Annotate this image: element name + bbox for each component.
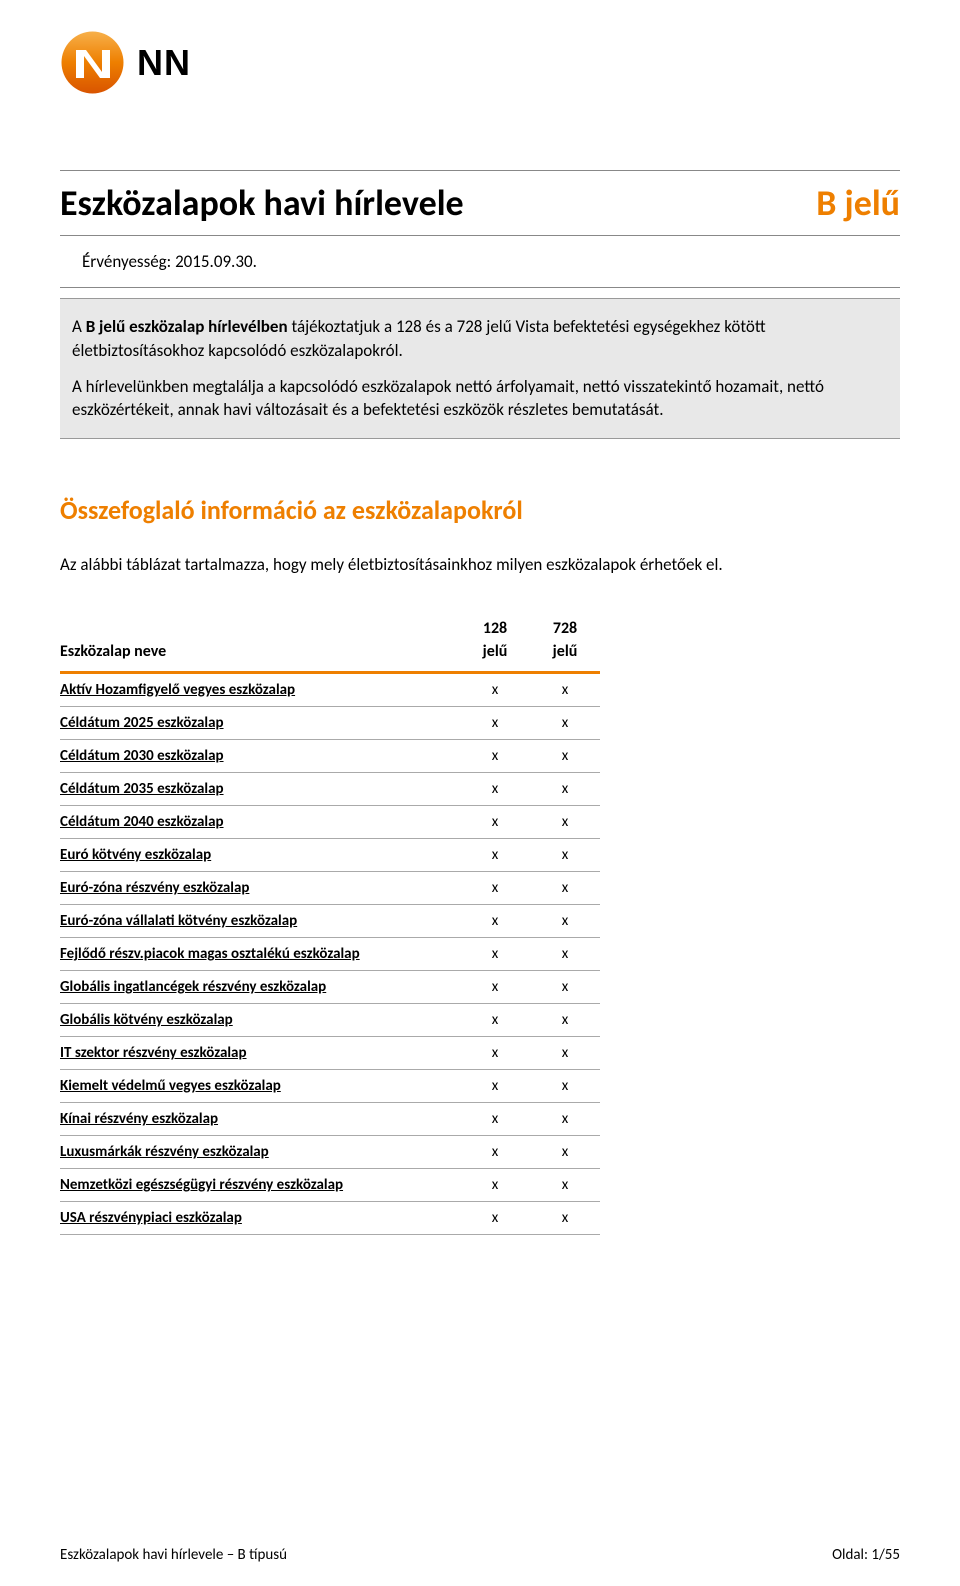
section-subtitle: Az alábbi táblázat tartalmazza, hogy mel… <box>60 554 900 575</box>
table-row: Céldátum 2030 eszközalapxx <box>60 740 600 773</box>
table-row: IT szektor részvény eszközalapxx <box>60 1037 600 1070</box>
table-row: Luxusmárkák részvény eszközalapxx <box>60 1136 600 1169</box>
fund-mark-728: x <box>530 905 600 938</box>
fund-mark-728: x <box>530 971 600 1004</box>
table-row: Fejlődő részv.piacok magas osztalékú esz… <box>60 938 600 971</box>
fund-mark-728: x <box>530 1103 600 1136</box>
table-row: Euró-zóna vállalati kötvény eszközalapxx <box>60 905 600 938</box>
fund-name-link[interactable]: Kínai részvény eszközalap <box>60 1103 460 1136</box>
table-row: Kiemelt védelmű vegyes eszközalapxx <box>60 1070 600 1103</box>
logo-text: NN <box>137 42 191 84</box>
table-row: Globális ingatlancégek részvény eszközal… <box>60 971 600 1004</box>
fund-mark-128: x <box>460 938 530 971</box>
fund-mark-728: x <box>530 872 600 905</box>
fund-name-link[interactable]: Globális ingatlancégek részvény eszközal… <box>60 971 460 1004</box>
table-row: Globális kötvény eszközalapxx <box>60 1004 600 1037</box>
logo: NN <box>60 30 900 95</box>
page-footer: Eszközalapok havi hírlevele – B típusú O… <box>60 1546 900 1564</box>
col-header-name-blank <box>60 613 460 640</box>
fund-mark-128: x <box>460 1202 530 1235</box>
fund-mark-728: x <box>530 1202 600 1235</box>
info-paragraph-1: A B jelű eszközalap hírlevélben tájékozt… <box>72 315 888 363</box>
fund-name-link[interactable]: Kiemelt védelmű vegyes eszközalap <box>60 1070 460 1103</box>
fund-mark-128: x <box>460 806 530 839</box>
col-header-128-bot: jelű <box>460 640 530 671</box>
fund-name-link[interactable]: Euró-zóna részvény eszközalap <box>60 872 460 905</box>
fund-mark-128: x <box>460 1136 530 1169</box>
fund-mark-128: x <box>460 1103 530 1136</box>
fund-mark-728: x <box>530 773 600 806</box>
fund-mark-728: x <box>530 1136 600 1169</box>
fund-name-link[interactable]: Céldátum 2030 eszközalap <box>60 740 460 773</box>
fund-name-link[interactable]: Globális kötvény eszközalap <box>60 1004 460 1037</box>
fund-mark-728: x <box>530 1004 600 1037</box>
fund-mark-728: x <box>530 806 600 839</box>
table-row: Nemzetközi egészségügyi részvény eszköza… <box>60 1169 600 1202</box>
table-row: Céldátum 2025 eszközalapxx <box>60 707 600 740</box>
table-row: Céldátum 2040 eszközalapxx <box>60 806 600 839</box>
fund-mark-128: x <box>460 1070 530 1103</box>
fund-name-link[interactable]: Fejlődő részv.piacok magas osztalékú esz… <box>60 938 460 971</box>
footer-right: Oldal: 1/55 <box>832 1546 900 1564</box>
fund-table: 128 728 Eszközalap neve jelű jelű Aktív … <box>60 613 600 1235</box>
section-title: Összefoglaló információ az eszközalapokr… <box>60 494 900 526</box>
table-row: Euró-zóna részvény eszközalapxx <box>60 872 600 905</box>
fund-mark-728: x <box>530 740 600 773</box>
fund-mark-728: x <box>530 673 600 707</box>
fund-mark-728: x <box>530 839 600 872</box>
fund-mark-728: x <box>530 1169 600 1202</box>
fund-name-link[interactable]: Euró-zóna vállalati kötvény eszközalap <box>60 905 460 938</box>
fund-mark-728: x <box>530 938 600 971</box>
fund-name-link[interactable]: Céldátum 2035 eszközalap <box>60 773 460 806</box>
fund-mark-728: x <box>530 707 600 740</box>
fund-name-link[interactable]: Aktív Hozamfigyelő vegyes eszközalap <box>60 673 460 707</box>
table-row: Aktív Hozamfigyelő vegyes eszközalapxx <box>60 673 600 707</box>
fund-mark-128: x <box>460 905 530 938</box>
fund-name-link[interactable]: Luxusmárkák részvény eszközalap <box>60 1136 460 1169</box>
fund-name-link[interactable]: Nemzetközi egészségügyi részvény eszköza… <box>60 1169 460 1202</box>
validity-line: Érvényesség: 2015.09.30. <box>60 236 900 288</box>
fund-mark-128: x <box>460 839 530 872</box>
fund-mark-128: x <box>460 773 530 806</box>
col-header-728-bot: jelű <box>530 640 600 671</box>
col-header-128-top: 128 <box>460 613 530 640</box>
fund-mark-128: x <box>460 673 530 707</box>
fund-mark-128: x <box>460 740 530 773</box>
footer-left: Eszközalapok havi hírlevele – B típusú <box>60 1546 287 1564</box>
fund-mark-728: x <box>530 1070 600 1103</box>
fund-name-link[interactable]: USA részvénypiaci eszközalap <box>60 1202 460 1235</box>
table-row: Céldátum 2035 eszközalapxx <box>60 773 600 806</box>
info-box: A B jelű eszközalap hírlevélben tájékozt… <box>60 298 900 439</box>
title-badge: B jelű <box>816 181 900 225</box>
info-paragraph-2: A hírlevelünkben megtalálja a kapcsolódó… <box>72 375 888 423</box>
fund-mark-128: x <box>460 1169 530 1202</box>
fund-name-link[interactable]: IT szektor részvény eszközalap <box>60 1037 460 1070</box>
col-header-name: Eszközalap neve <box>60 640 460 671</box>
title-row: Eszközalapok havi hírlevele B jelű <box>60 170 900 236</box>
fund-name-link[interactable]: Euró kötvény eszközalap <box>60 839 460 872</box>
fund-mark-128: x <box>460 971 530 1004</box>
fund-mark-128: x <box>460 1004 530 1037</box>
table-row: Kínai részvény eszközalapxx <box>60 1103 600 1136</box>
logo-mark-icon <box>60 30 125 95</box>
page-title: Eszközalapok havi hírlevele <box>60 181 464 225</box>
fund-name-link[interactable]: Céldátum 2040 eszközalap <box>60 806 460 839</box>
col-header-728-top: 728 <box>530 613 600 640</box>
info-p1-a: A <box>72 316 86 337</box>
info-p1-b: B jelű eszközalap hírlevélben <box>86 316 288 337</box>
table-row: Euró kötvény eszközalapxx <box>60 839 600 872</box>
fund-mark-728: x <box>530 1037 600 1070</box>
table-row: USA részvénypiaci eszközalapxx <box>60 1202 600 1235</box>
fund-mark-128: x <box>460 1037 530 1070</box>
fund-mark-128: x <box>460 872 530 905</box>
fund-name-link[interactable]: Céldátum 2025 eszközalap <box>60 707 460 740</box>
fund-mark-128: x <box>460 707 530 740</box>
